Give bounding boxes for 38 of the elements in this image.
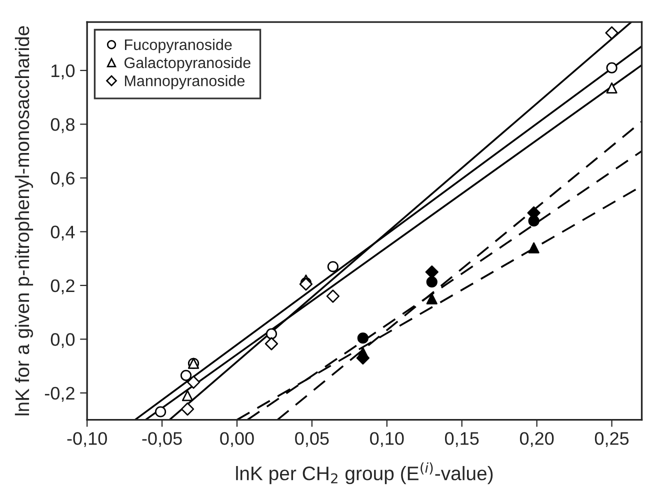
point — [425, 265, 438, 279]
x-tick-label: 0,05 — [295, 432, 329, 448]
legend-label: Galactopyranoside — [124, 56, 250, 72]
x-tick-label: -0,05 — [142, 432, 182, 448]
x-axis-title: lnK per CH$_{2}$ group (E$^{(i)}$-value) — [236, 462, 493, 484]
point — [426, 293, 438, 304]
point — [606, 62, 618, 74]
y-tick-label: 0,0 — [50, 333, 75, 348]
point — [154, 406, 166, 418]
y-tick-label: 0,8 — [50, 118, 74, 134]
x-tick-label: 0,25 — [594, 432, 629, 448]
y-axis-title: lnK for a given p-nitrophenyl-monosaccharide — [14, 26, 34, 416]
point — [357, 332, 368, 344]
point — [605, 26, 618, 40]
point — [528, 242, 540, 254]
point — [182, 390, 194, 402]
x-tick-label: -0,10 — [67, 432, 107, 448]
point — [186, 376, 200, 389]
legend-label: Fucopyranoside — [124, 38, 232, 54]
x-tick-label: 0,15 — [445, 432, 479, 448]
point — [264, 337, 278, 350]
point — [180, 370, 192, 382]
y-tick-label: 0,4 — [50, 226, 75, 241]
legend-label: Mannopyranoside — [124, 75, 245, 90]
y-tick-label: 1,0 — [52, 64, 75, 80]
point — [327, 261, 338, 272]
x-tick-label: 0,10 — [370, 432, 404, 448]
point — [426, 276, 438, 288]
y-tick-label: 0,6 — [50, 172, 74, 187]
y-tick-label: -0,2 — [44, 386, 74, 402]
x-tick-label: 0,20 — [520, 432, 554, 448]
x-tick-label: 0,00 — [220, 432, 254, 448]
point — [266, 328, 278, 340]
point — [299, 278, 313, 291]
point — [326, 290, 340, 303]
point — [180, 402, 194, 416]
point — [606, 82, 618, 94]
y-tick-label: 0,2 — [50, 279, 74, 294]
